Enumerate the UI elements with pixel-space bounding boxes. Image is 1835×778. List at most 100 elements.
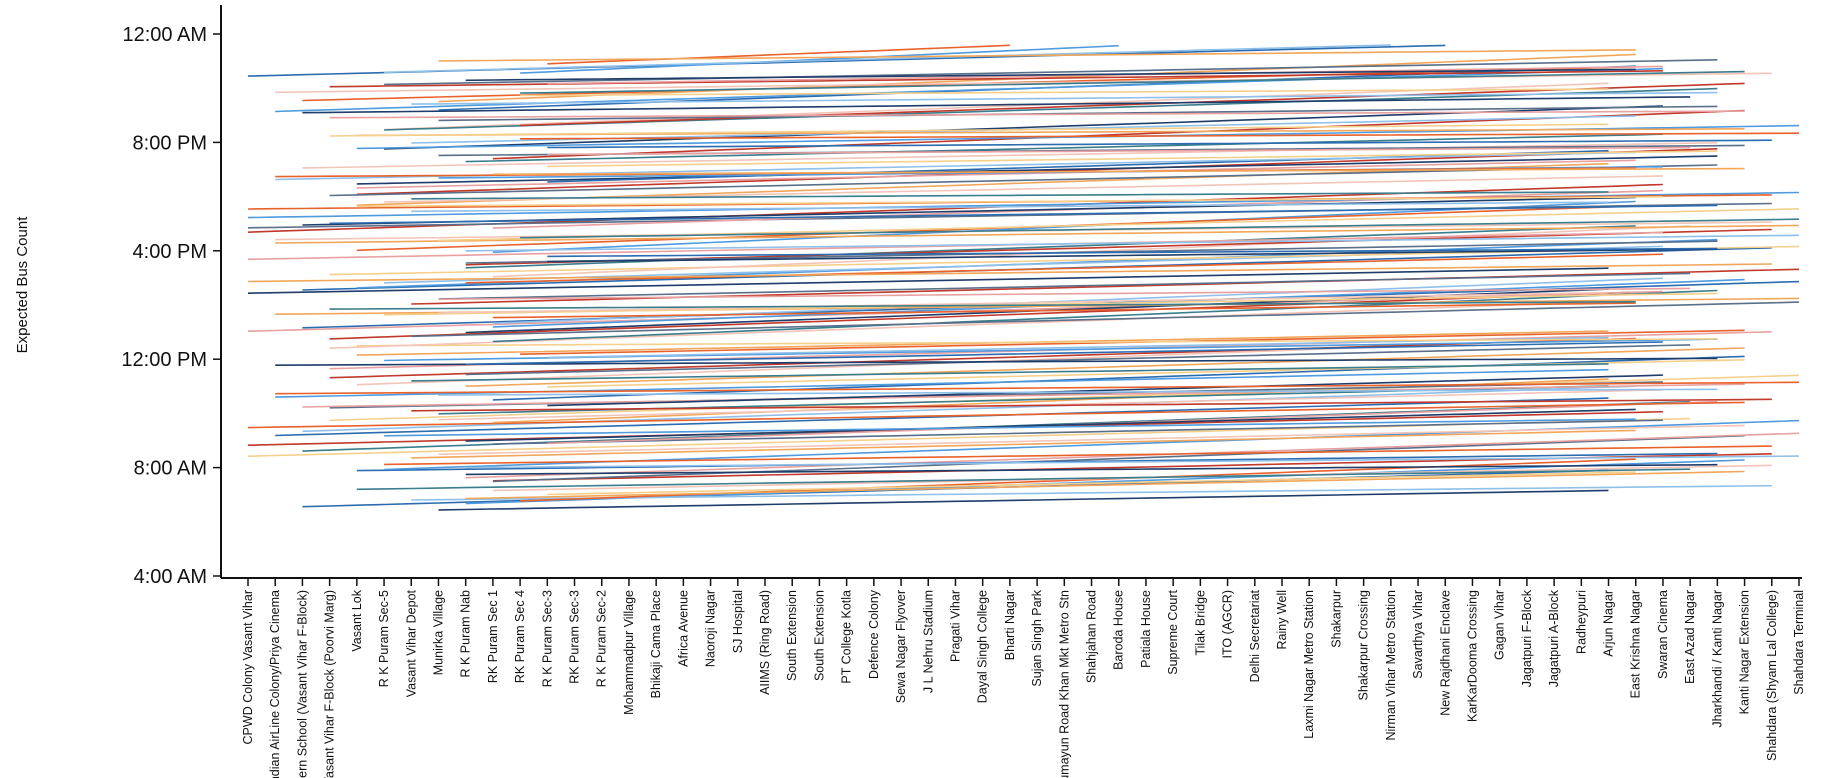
trip-line: [411, 201, 1609, 213]
x-tick-label: RK Puram Sec 1: [486, 590, 500, 683]
x-tick-label: Shahjahan Road: [1085, 590, 1099, 683]
trip-line: [411, 429, 1636, 459]
trip-line: [275, 67, 1663, 113]
x-tick-label: Laxmi Nagar Metro Station: [1302, 590, 1316, 739]
trip-line: [520, 44, 1119, 74]
trip-line: [302, 385, 1636, 433]
trip-line: [492, 419, 1663, 445]
trip-line: [329, 110, 1745, 119]
trip-line: [547, 146, 1691, 156]
x-tick-label: Bhikaji Cama Place: [649, 590, 663, 698]
x-tick-label: Shakarpur Crossing: [1357, 590, 1371, 701]
trip-line: [465, 68, 1636, 82]
x-tick-label: Delhi Secretariat: [1248, 589, 1262, 682]
trip-line: [247, 401, 1745, 429]
x-tick-label: Vasant Lok: [350, 589, 364, 651]
x-tick-label: RK Puram Sec 4: [513, 590, 527, 683]
trip-line: [520, 218, 1800, 239]
trip-line: [547, 44, 1010, 65]
trip-line: [520, 132, 1800, 140]
x-tick-label: PT College Kotla: [840, 590, 854, 684]
trip-line: [547, 374, 1663, 407]
x-tick-label: Shahdara Terminal: [1792, 590, 1806, 695]
trip-line: [411, 363, 1609, 382]
x-tick-label: Jagatpuri F-Block: [1520, 589, 1534, 687]
x-tick-label: J L Nehru Stadium: [921, 590, 935, 693]
x-tick-label: AIIMS (Ring Road): [758, 590, 772, 695]
x-tick-label: New Rajdhani Enclave: [1438, 590, 1452, 716]
y-tick-label: 8:00 AM: [134, 458, 207, 480]
x-tick-label: Radheypuri: [1574, 590, 1588, 654]
x-tick-label: Sewa Nagar Flyover: [894, 590, 908, 703]
trip-line: [465, 234, 1800, 252]
x-tick-label: Dayal Singh College: [976, 590, 990, 703]
x-tick-label: KarKarDooma Crossing: [1465, 590, 1479, 722]
trip-line: [438, 489, 1609, 511]
x-tick-label: Nirman Vihar Metro Station: [1384, 590, 1398, 741]
trip-line: [547, 150, 1718, 168]
trip-line: [547, 247, 1718, 258]
y-tick-label: 4:00 PM: [133, 241, 207, 263]
trip-line: [547, 248, 1718, 263]
trip-line: [275, 72, 1772, 94]
x-axis: CPWD Colony Vasant Vihar Indian AirLine C…: [221, 577, 1806, 778]
x-tick-label: Vasant Vihar F-Block (Poorvi Marg): [323, 590, 337, 778]
x-tick-label: CPWD Colony Vasant Vihar: [241, 590, 255, 744]
trip-line: [384, 59, 1718, 86]
x-tick-label: Baroda House: [1112, 590, 1126, 670]
trip-line: [329, 337, 1636, 379]
x-tick-label: R K Puram Sec-2: [595, 590, 609, 687]
trip-line: [275, 397, 1609, 437]
trip-line: [465, 253, 1663, 284]
x-tick-label: Vasant Vihar Depot: [404, 589, 418, 697]
trip-line: [465, 408, 1636, 442]
x-tick-label: R K Puram Sec-3: [540, 590, 554, 687]
trip-line: [411, 301, 1800, 338]
x-tick-label: Bharti Nagar: [1003, 590, 1017, 660]
trip-line: [520, 88, 1609, 97]
x-tick-label: SJ Hospital: [731, 590, 745, 653]
x-tick-label: Defence Colony: [867, 589, 881, 679]
trip-line: [247, 267, 1609, 294]
trip-line: [384, 418, 1636, 437]
trip-line: [384, 292, 1718, 316]
x-tick-label: Patiala House: [1139, 590, 1153, 668]
x-tick-label: Savarthya Vihar: [1411, 590, 1425, 679]
x-tick-label: Africa Avenue: [676, 590, 690, 667]
trip-line: [411, 191, 1609, 200]
x-tick-label: Mohammadpur Village: [622, 590, 636, 715]
trip-line: [356, 159, 1636, 189]
x-tick-label: Gagan Vihar: [1493, 590, 1507, 660]
x-tick-label: Shakarpur: [1329, 590, 1343, 648]
trip-line: [547, 471, 1636, 496]
trip-line: [329, 123, 1609, 137]
trip-line: [465, 459, 1745, 505]
trip-line: [329, 204, 1718, 225]
trip-line: [492, 289, 1718, 343]
x-tick-label: Supreme Court: [1166, 589, 1180, 674]
y-tick-label: 12:00 PM: [121, 349, 207, 371]
x-tick-label: R K Puram Nab: [459, 590, 473, 678]
y-tick-label: 4:00 AM: [134, 566, 207, 588]
trip-line: [356, 338, 1718, 347]
trip-line: [492, 434, 1745, 483]
trip-line: [438, 272, 1691, 300]
x-tick-label: ITO (AGCR): [1221, 590, 1235, 659]
x-tick-label: Tilak Bridge: [1193, 590, 1207, 656]
trip-line: [302, 96, 1691, 114]
x-tick-label: R K Puram Sec-5: [377, 590, 391, 687]
x-tick-label: Indian AirLine Colony/Priya Cinema: [268, 590, 282, 778]
x-tick-label: RK Puram Sec-3: [568, 590, 582, 684]
trip-line: [275, 224, 1800, 244]
x-tick-label: Arjun Nagar: [1602, 590, 1616, 657]
trip-line: [438, 49, 1636, 62]
x-tick-label: Naoroji Nagar: [704, 590, 718, 667]
x-tick-label: Humayun Road Khan Mkt Metro Stn: [1057, 590, 1071, 778]
trip-line: [492, 200, 1636, 253]
trip-line: [438, 291, 1609, 314]
x-tick-label: Sujan Singh Park: [1030, 589, 1044, 686]
x-tick-label: East Azad Nagar: [1683, 590, 1697, 684]
x-tick-label: Rainy Well: [1275, 590, 1289, 650]
trip-line: [520, 70, 1745, 94]
trip-line: [465, 347, 1745, 387]
